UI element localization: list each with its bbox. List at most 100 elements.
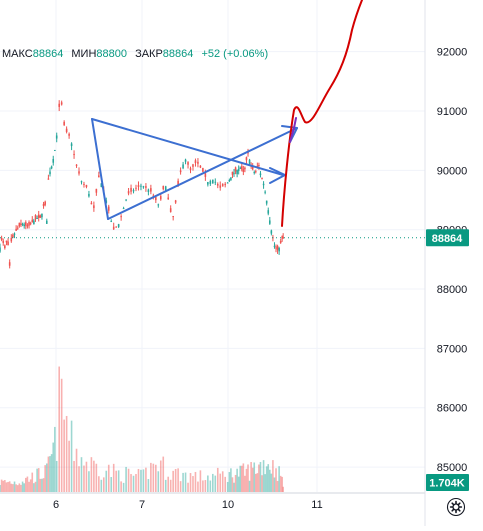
- projection-purple-segment[interactable]: [289, 117, 297, 143]
- volume-bar: [264, 474, 266, 492]
- volume-bar: [228, 472, 231, 492]
- time-axis[interactable]: 6 7 10 11: [53, 499, 323, 511]
- candle-body: [275, 247, 277, 249]
- candle-body: [253, 172, 256, 174]
- candle-body: [237, 168, 240, 172]
- volume-bar: [275, 468, 277, 492]
- low-label: МИН: [71, 48, 97, 60]
- volume-bar: [145, 467, 147, 492]
- last-price-badge: 88864: [426, 229, 469, 247]
- candle-body: [2, 240, 5, 243]
- volume-bar: [209, 480, 212, 492]
- candle-body: [192, 164, 194, 167]
- triangle-upper-line[interactable]: [91, 118, 284, 176]
- volume-bar: [248, 480, 251, 492]
- volume-bar: [142, 469, 145, 492]
- volume-bar: [236, 468, 238, 492]
- candle-body: [209, 180, 212, 184]
- candle-body: [7, 241, 9, 246]
- volume-bar: [240, 465, 243, 492]
- candle-body: [264, 191, 266, 193]
- candle-body: [117, 224, 120, 227]
- volume-bar: [58, 366, 60, 492]
- last-price-label: 88864: [432, 233, 463, 245]
- volume-bar: [204, 480, 207, 492]
- settings-gear-button[interactable]: [446, 497, 466, 517]
- volume-bar: [230, 468, 232, 492]
- volume-bar: [270, 473, 273, 492]
- volume-bar: [23, 483, 25, 492]
- candle-body: [279, 241, 282, 243]
- volume-bar: [155, 464, 157, 492]
- high-value: 88864: [32, 48, 64, 60]
- candle-body: [245, 157, 248, 161]
- candle-body: [12, 234, 14, 238]
- candle-body: [150, 188, 152, 192]
- candle-body: [162, 186, 165, 190]
- candle-body: [47, 178, 50, 180]
- candle-body: [273, 245, 276, 247]
- volume-bar: [207, 475, 209, 492]
- candle-body: [54, 150, 56, 152]
- candle-body: [182, 164, 184, 169]
- candle-body: [251, 166, 254, 170]
- candle-body: [157, 204, 160, 206]
- volume-bar: [10, 483, 13, 492]
- volume-bar: [177, 468, 179, 492]
- candle-body: [248, 159, 251, 164]
- low-value: 88800: [96, 48, 127, 60]
- candle-body: [169, 208, 172, 212]
- volume-bar: [21, 481, 24, 492]
- volume-bar: [247, 464, 249, 492]
- price-tick-label: 88000: [437, 284, 468, 296]
- candle-body: [26, 225, 29, 227]
- volume-bar: [256, 473, 259, 492]
- candle-body: [184, 159, 187, 162]
- candle-body: [172, 216, 174, 218]
- candle-body: [216, 183, 219, 186]
- candle-body: [268, 220, 271, 224]
- triangle-lower-line[interactable]: [107, 127, 298, 220]
- volume-bar: [110, 477, 113, 492]
- volume-bar: [33, 483, 35, 492]
- volume-bar: [122, 482, 125, 492]
- candle-body: [230, 177, 232, 181]
- drawing-layer[interactable]: [91, 0, 363, 227]
- candle-body: [63, 121, 65, 126]
- candle-body: [270, 230, 273, 234]
- volume-bar: [13, 481, 16, 492]
- projection-curve[interactable]: [281, 0, 363, 227]
- volume-bar: [259, 461, 262, 492]
- volume-bar: [174, 468, 177, 492]
- triangle-vertical-line[interactable]: [91, 118, 109, 220]
- volume-bar: [5, 482, 8, 492]
- grid-lines: [0, 0, 425, 492]
- candle-body: [52, 158, 55, 163]
- volume-bar: [70, 420, 73, 492]
- volume-bar: [90, 457, 93, 492]
- volume-bar: [12, 484, 14, 492]
- volume-bar: [234, 474, 237, 492]
- volume-bar: [262, 460, 265, 492]
- price-tick-label: 86000: [437, 403, 468, 415]
- candle-body: [258, 164, 260, 166]
- candle-body: [105, 200, 108, 203]
- candle-body: [13, 233, 16, 235]
- volume-bar: [162, 456, 165, 492]
- volume-bar: [37, 468, 40, 492]
- volume-bar: [112, 463, 115, 492]
- volume-bar: [250, 462, 252, 492]
- candle-body: [242, 169, 245, 172]
- volume-bar: [254, 473, 257, 492]
- candle-body: [224, 183, 226, 186]
- volume-bar: [88, 471, 90, 492]
- candle-body: [8, 262, 11, 266]
- volume-bar: [216, 467, 219, 492]
- volume-bar: [49, 456, 51, 492]
- price-axis[interactable]: 9200091000900008900088000870008600085000: [437, 47, 468, 474]
- change-value: +52 (+0.06%): [201, 48, 269, 60]
- candle-body: [18, 222, 21, 227]
- candle-body: [233, 172, 235, 174]
